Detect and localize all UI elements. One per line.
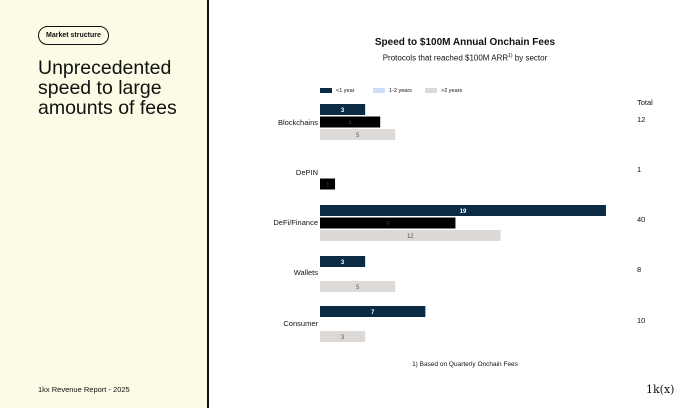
chart-subtitle-footnote-mark: 1) [508,53,513,59]
legend-label-lt1: <1 year [336,88,355,94]
bar-lt1 [320,306,426,317]
total-value: 1 [637,165,641,174]
report-footer: 1kx Revenue Report - 2025 [38,385,130,394]
category-label: Blockchains [278,118,318,127]
bar-1to2 [320,217,456,229]
legend-swatch-gt2 [425,88,437,94]
bar-value-label: 3 [341,335,345,341]
left-panel [0,0,207,408]
bar-value-label: 5 [356,285,360,291]
total-value: 10 [637,316,645,325]
legend-label-gt2: >2 years [441,88,463,94]
legend-swatch-lt1 [320,88,332,94]
bar-gt2 [320,281,396,292]
headline: Unprecedented speed to large amounts of … [38,57,177,119]
bar-lt1 [320,205,606,216]
chart-subtitle-main: Protocols that reached $100M ARR [382,53,509,63]
bar-1to2 [320,178,336,190]
bar-gt2 [320,331,366,342]
legend-item-lt1: <1 year [320,88,355,94]
legend-item-1to2: 1-2 years [373,88,412,94]
total-value: 12 [637,115,645,124]
total-value: 40 [637,215,645,224]
category-label: Wallets [294,268,319,277]
bar-lt1 [320,256,366,267]
section-tag: Market structure [38,26,109,45]
bar-value-label: 1 [326,183,330,189]
total-value: 8 [637,265,641,274]
brand-logo: 1k(x) [646,383,675,396]
legend-swatch-1to2 [373,88,385,94]
bar-value-label: 9 [386,222,390,228]
bar-value-label: 12 [407,234,414,240]
chart-subtitle: Protocols that reached $100M ARR1) by se… [320,53,610,63]
chart-footnote: 1) Based on Quarterly Onchain Fees [412,361,518,368]
totals-header: Total [637,98,653,107]
category-label: Consumer [283,319,318,328]
legend-item-gt2: >2 years [425,88,462,94]
category-label: DeFi/Finance [273,218,318,227]
bar-gt2 [320,129,396,140]
bar-1to2 [320,116,381,128]
category-label: DePIN [296,168,318,177]
bar-gt2 [320,230,501,241]
bar-value-label: 4 [348,121,352,127]
bar-value-label: 7 [371,310,375,316]
bar-value-label: 19 [460,209,467,215]
chart-title: Speed to $100M Annual Onchain Fees [374,37,556,48]
chart-subtitle-tail: by sector [512,53,548,63]
panel-divider [207,0,209,408]
legend-label-1to2: 1-2 years [389,88,412,94]
bar-value-label: 3 [341,260,345,266]
bar-value-label: 5 [356,133,360,139]
bar-lt1 [320,104,366,115]
bar-value-label: 3 [341,108,345,114]
